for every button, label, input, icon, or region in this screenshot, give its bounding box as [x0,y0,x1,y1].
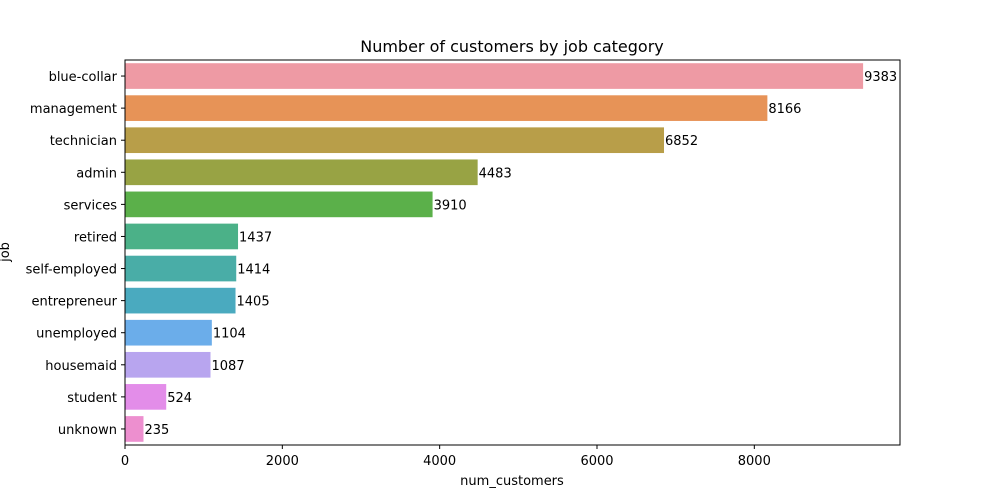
bar-management [125,95,768,121]
y-axis-label: job [0,242,13,263]
value-label-unemployed: 1104 [213,327,246,342]
bar-retired [125,223,239,250]
x-tick-label-2000: 2000 [266,454,299,469]
value-label-unknown: 235 [144,423,169,438]
bar-student [125,384,167,410]
chart-title: Number of customers by job category [360,37,664,56]
y-axis-ticks: blue-collar management technician admin serv… [26,70,125,438]
plot-frame [124,59,901,446]
value-label-student: 524 [167,391,192,406]
x-axis-ticks: 0 2000 4000 6000 8000 [121,445,771,469]
bar-blue-collar [125,63,864,89]
bar-technician [125,127,665,154]
y-tick-label-self-employed: self-employed [26,263,117,278]
bars-group [125,63,864,442]
bar-housemaid [125,351,211,378]
y-tick-label-admin: admin [76,166,117,181]
y-tick-label-unknown: unknown [58,423,117,438]
y-tick-label-housemaid: housemaid [45,359,117,374]
bar-self-employed [125,255,237,282]
bar-unemployed [125,319,212,346]
y-tick-label-entrepreneur: entrepreneur [31,295,117,310]
x-axis-label: num_customers [460,474,564,489]
x-tick-label-6000: 6000 [580,454,613,469]
y-tick-label-technician: technician [50,134,117,149]
value-label-admin: 4483 [479,166,512,181]
value-label-housemaid: 1087 [212,359,245,374]
value-label-self-employed: 1414 [237,263,270,278]
x-tick-label-4000: 4000 [423,454,456,469]
y-tick-label-management: management [30,102,117,117]
y-tick-label-unemployed: unemployed [36,327,117,342]
value-label-blue-collar: 9383 [864,70,897,85]
x-tick-label-8000: 8000 [738,454,771,469]
value-label-technician: 6852 [665,134,698,149]
bar-entrepreneur [125,287,236,314]
bar-unknown [125,416,144,442]
bar-admin [125,159,478,186]
y-tick-label-blue-collar: blue-collar [49,70,118,85]
value-label-services: 3910 [434,198,467,213]
y-tick-label-retired: retired [74,230,117,245]
bar-services [125,191,433,218]
y-tick-label-services: services [64,198,118,213]
value-labels-group: 9383 8166 6852 4483 3910 1437 1414 1405 1104 1087… [144,70,897,438]
value-label-management: 8166 [768,102,801,117]
value-label-entrepreneur: 1405 [237,295,270,310]
y-tick-label-student: student [67,391,117,406]
x-tick-label-0: 0 [121,454,129,469]
value-label-retired: 1437 [239,230,272,245]
